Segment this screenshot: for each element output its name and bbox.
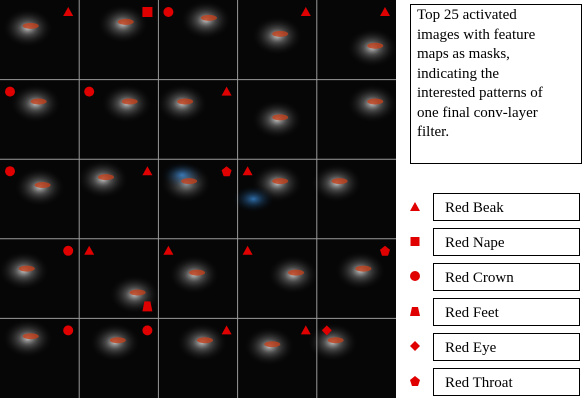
red-patch: [117, 18, 134, 25]
legend-label: Red Crown: [433, 263, 580, 291]
marker-trapezoid: [410, 307, 420, 316]
caption-line: filter.: [417, 124, 450, 140]
marker-triangle: [142, 166, 153, 176]
marker-circle: [410, 271, 420, 281]
marker-trapezoid: [142, 301, 153, 312]
image-cell: [158, 318, 238, 398]
image-cell: [231, 159, 317, 239]
marker-triangle: [221, 86, 232, 96]
caption-line: maps as masks,: [417, 46, 510, 62]
legend-label: Red Nape: [433, 228, 580, 256]
red-patch: [355, 265, 372, 272]
image-cell: [158, 238, 238, 319]
legend-markers: [410, 202, 420, 386]
red-patch: [196, 337, 213, 344]
image-cell: [310, 159, 396, 239]
marker-triangle: [300, 7, 311, 16]
image-cell: [0, 318, 80, 398]
marker-triangle: [63, 7, 74, 16]
marker-diamond: [410, 341, 420, 351]
red-patch: [181, 178, 198, 185]
image-cell: [79, 0, 159, 80]
red-patch: [177, 98, 194, 105]
image-cell: [237, 0, 317, 80]
marker-circle: [63, 325, 74, 336]
image-cell: [237, 238, 320, 319]
image-grid: [0, 0, 396, 398]
caption-line: Top 25 activated: [417, 7, 517, 23]
image-cell: [0, 159, 80, 239]
caption-box: Top 25 activated images with feature maps …: [410, 4, 582, 164]
image-cell: [158, 0, 238, 80]
image-cell: [79, 79, 159, 160]
red-patch: [264, 341, 281, 348]
image-cell: [316, 79, 396, 160]
caption-line: one final conv-layer: [417, 104, 538, 121]
red-patch: [367, 42, 384, 49]
marker-circle: [5, 86, 15, 97]
red-patch: [109, 337, 126, 344]
marker-triangle: [242, 166, 253, 176]
blue-region: [231, 185, 276, 213]
caption-line: images with feature: [417, 26, 536, 43]
red-patch: [367, 98, 384, 105]
marker-pentagon: [410, 376, 420, 386]
red-patch: [22, 333, 39, 340]
caption-line: interested patterns of: [417, 85, 543, 101]
red-patch: [30, 98, 47, 105]
marker-diamond: [321, 325, 332, 336]
caption-line: indicating the: [417, 65, 500, 82]
legend-label: Red Feet: [433, 298, 580, 326]
marker-triangle: [410, 202, 420, 211]
image-cell: [0, 238, 80, 319]
image-cell: [156, 79, 238, 160]
marker-circle: [5, 166, 15, 177]
red-patch: [34, 182, 51, 189]
image-cell: [237, 318, 317, 398]
marker-triangle: [163, 245, 174, 255]
legend-label: Red Eye: [433, 333, 580, 361]
marker-square: [142, 7, 153, 17]
legend-label: Red Beak: [433, 193, 580, 221]
red-patch: [129, 289, 146, 296]
marker-triangle: [221, 325, 232, 335]
image-cell: [79, 238, 161, 319]
image-cell: [306, 318, 396, 398]
red-patch: [272, 30, 289, 37]
legend-label: Red Throat: [433, 368, 580, 396]
red-patch: [18, 265, 35, 272]
red-patch: [272, 178, 289, 185]
marker-pentagon: [380, 245, 390, 256]
marker-circle: [142, 325, 153, 336]
marker-circle: [63, 245, 74, 256]
image-cell: [76, 159, 159, 239]
red-patch: [288, 269, 305, 276]
red-patch: [200, 14, 217, 21]
image-cell: [316, 0, 396, 80]
image-cell: [316, 238, 396, 319]
blue-region: [160, 161, 205, 190]
marker-triangle: [380, 7, 390, 16]
red-patch: [272, 114, 289, 121]
marker-triangle: [300, 325, 311, 335]
marker-triangle: [84, 245, 95, 255]
marker-square: [410, 237, 420, 246]
red-patch: [327, 337, 344, 344]
marker-circle: [84, 86, 95, 97]
marker-circle: [163, 7, 174, 17]
image-cell: [237, 79, 317, 160]
image-cell: [79, 318, 159, 398]
marker-triangle: [242, 245, 253, 255]
marker-pentagon: [221, 166, 232, 177]
red-patch: [121, 98, 138, 105]
red-patch: [189, 269, 206, 276]
image-cell: [0, 0, 80, 80]
image-cell: [0, 79, 80, 160]
red-patch: [97, 174, 114, 181]
image-cell: [158, 159, 238, 239]
red-patch: [331, 178, 348, 185]
red-patch: [22, 22, 39, 29]
